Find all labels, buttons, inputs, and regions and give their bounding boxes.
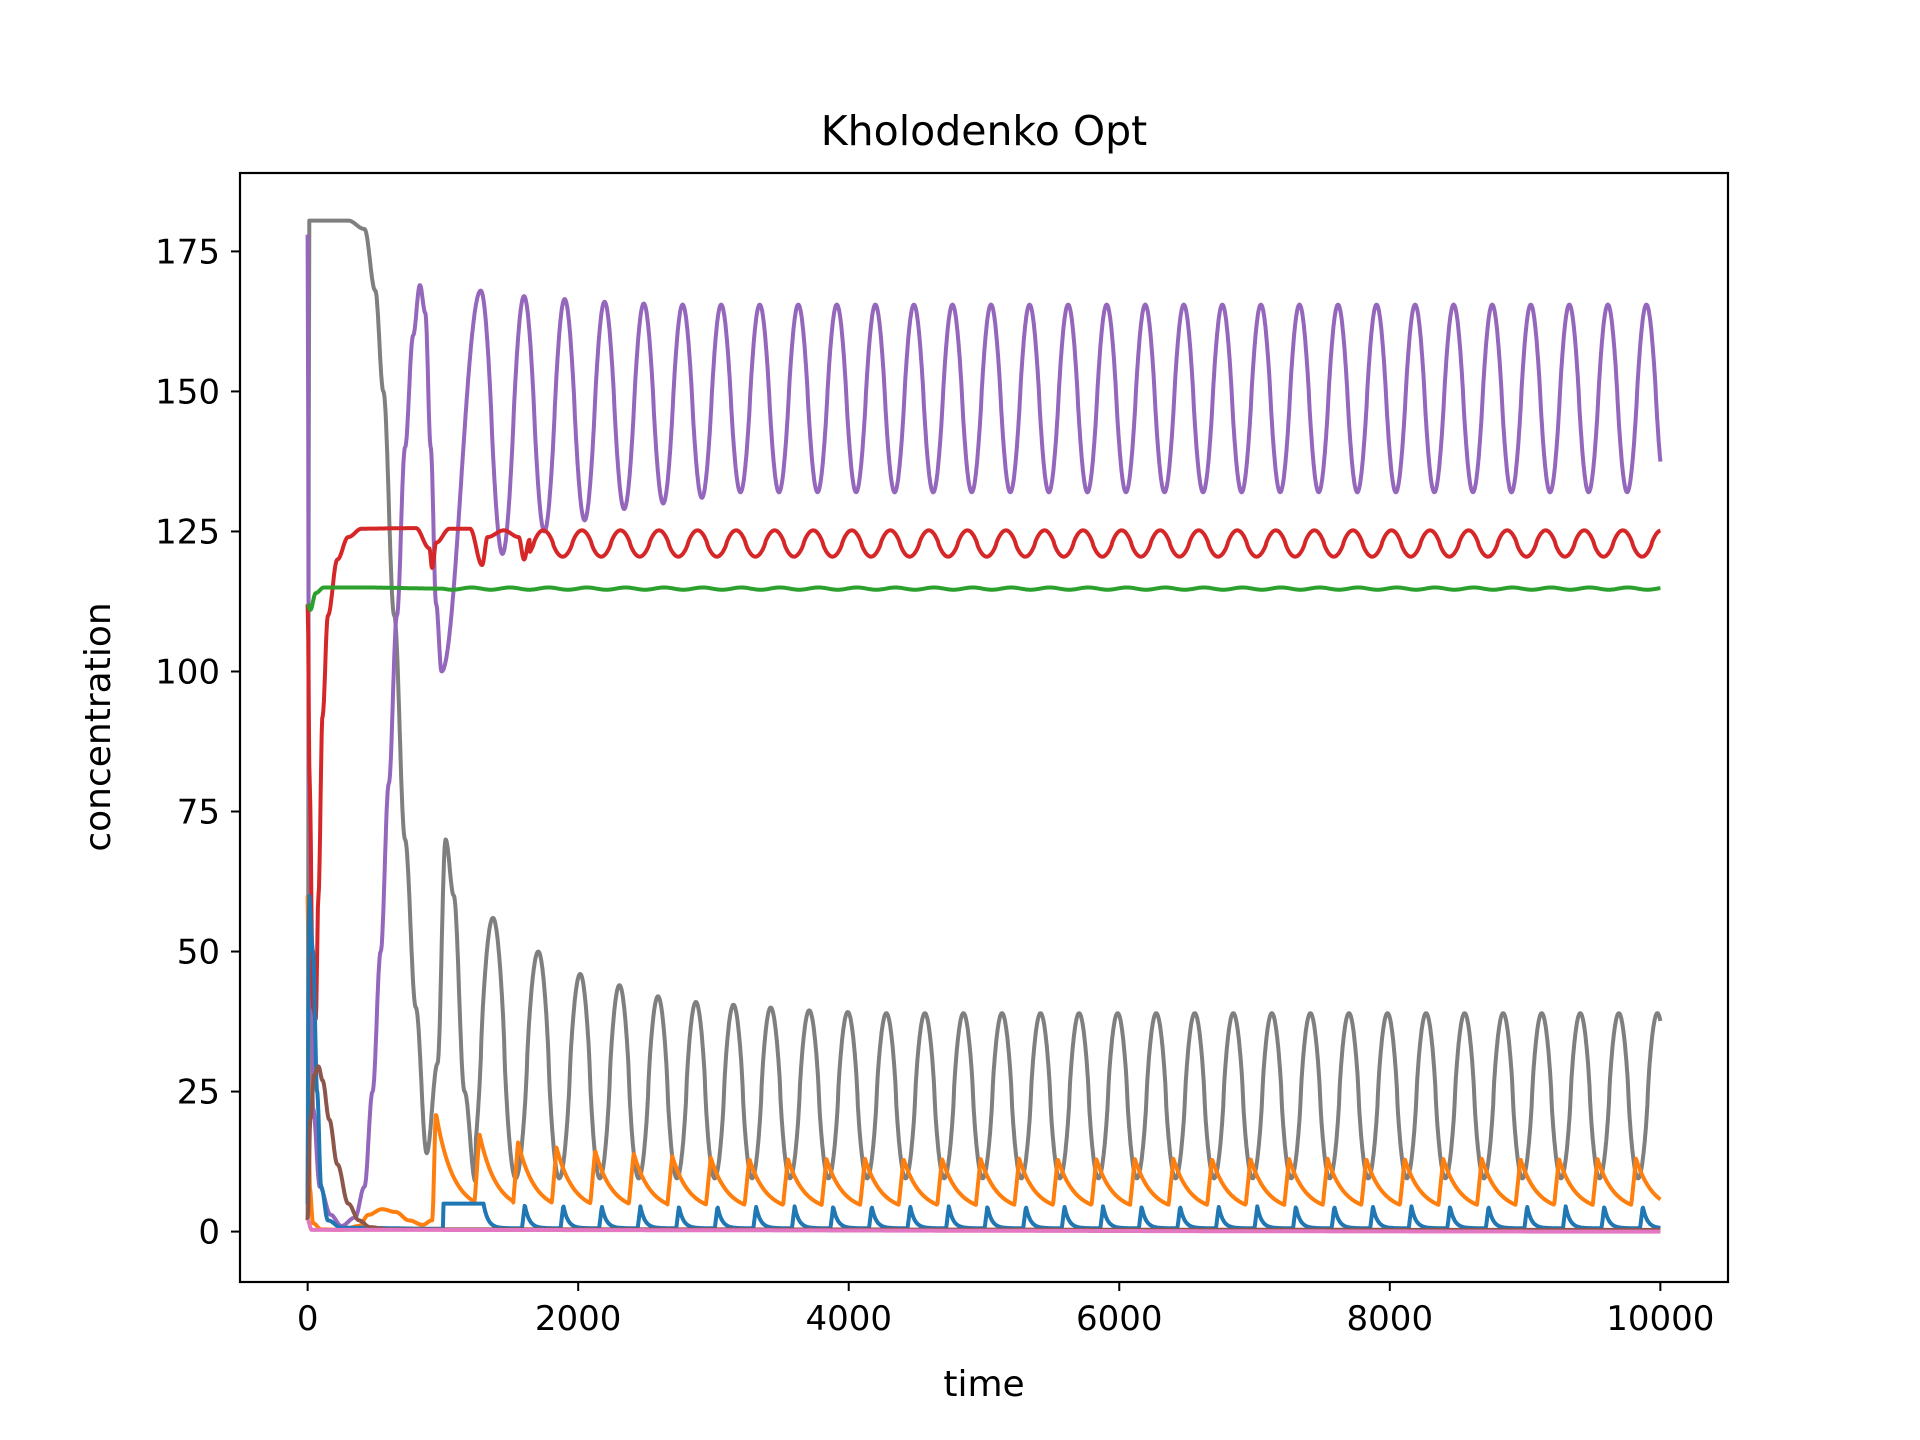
y-tick-label: 0 <box>198 1213 220 1253</box>
x-tick-label: 8000 <box>1347 1299 1434 1339</box>
series-line-3 <box>305 526 1662 1021</box>
x-tick-label: 0 <box>297 1299 319 1339</box>
y-tick-label: 125 <box>155 512 220 552</box>
x-tick-label: 2000 <box>535 1299 622 1339</box>
series-line-4 <box>306 585 1662 612</box>
series-line-8 <box>306 1218 1662 1234</box>
series-line-1 <box>305 218 1663 1221</box>
y-tick-label: 150 <box>155 372 220 412</box>
y-tick-label: 25 <box>177 1073 220 1113</box>
x-tick-label: 10000 <box>1606 1299 1714 1339</box>
chart-title: Kholodenko Opt <box>821 107 1147 155</box>
y-tick-label: 175 <box>155 232 220 272</box>
y-axis: 0 25 50 75 100 125 150 175 <box>155 232 240 1253</box>
y-axis-label: concentration <box>78 602 119 851</box>
x-tick-label: 6000 <box>1076 1299 1163 1339</box>
series-line-5 <box>305 895 1662 1232</box>
series-layer <box>305 218 1663 1234</box>
y-tick-label: 50 <box>177 933 220 973</box>
y-tick-label: 75 <box>177 793 220 833</box>
x-axis: 0 2000 4000 6000 8000 10000 <box>297 1282 1714 1339</box>
y-tick-label: 100 <box>155 652 220 692</box>
x-axis-label: time <box>943 1364 1024 1405</box>
series-line-2 <box>305 234 1663 1228</box>
x-tick-label: 4000 <box>805 1299 892 1339</box>
plot-frame <box>238 171 1730 1284</box>
